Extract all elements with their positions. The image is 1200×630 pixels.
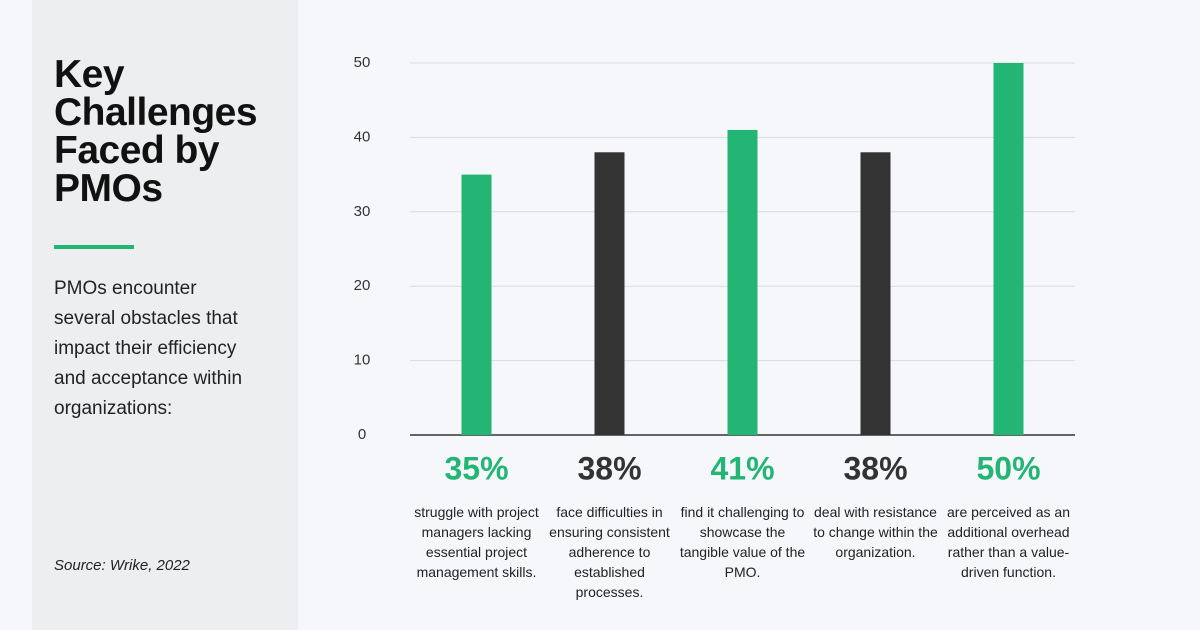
y-tick-label: 40	[354, 128, 371, 145]
value-label: 50%	[976, 450, 1040, 486]
bar	[594, 152, 625, 435]
bar	[993, 63, 1024, 435]
category-label: are perceived as an additional overhead …	[947, 504, 1070, 580]
category-label: struggle with project managers lacking e…	[414, 504, 539, 580]
side-panel	[32, 0, 298, 630]
source: Source: Wrike, 2022	[54, 557, 190, 574]
category-label: face difficulties in ensuring consistent…	[549, 504, 670, 600]
value-label: 41%	[710, 450, 774, 486]
category-label: deal with resistance to change within th…	[813, 504, 938, 560]
y-tick-label: 50	[354, 54, 371, 71]
bar	[860, 152, 891, 435]
y-tick-label: 20	[354, 277, 371, 294]
y-tick-label: 10	[354, 352, 371, 369]
bar	[461, 174, 492, 435]
value-label: 35%	[444, 450, 508, 486]
y-tick-label: 0	[358, 426, 366, 443]
title: Key Challenges Faced by PMOs	[54, 53, 258, 210]
subtitle: PMOs encounter several obstacles that im…	[54, 278, 243, 419]
bar	[727, 129, 758, 435]
value-label: 38%	[577, 450, 641, 486]
category-label: find it challenging to showcase the tang…	[679, 504, 806, 580]
y-tick-label: 30	[354, 203, 371, 220]
title-underline	[54, 245, 134, 249]
value-label: 38%	[843, 450, 907, 486]
